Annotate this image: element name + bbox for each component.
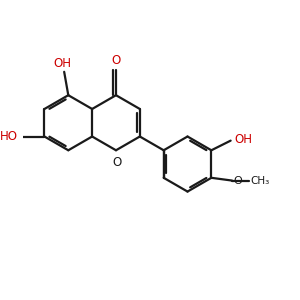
Text: O: O — [113, 156, 122, 169]
Text: CH₃: CH₃ — [250, 176, 269, 186]
Text: OH: OH — [234, 133, 252, 146]
Text: O: O — [111, 54, 121, 67]
Text: O: O — [233, 176, 242, 186]
Text: HO: HO — [0, 130, 18, 143]
Text: OH: OH — [53, 57, 71, 70]
